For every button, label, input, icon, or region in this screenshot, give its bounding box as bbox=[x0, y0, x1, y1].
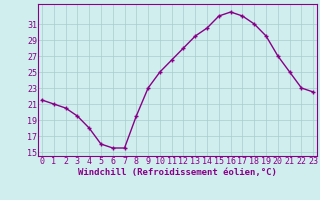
X-axis label: Windchill (Refroidissement éolien,°C): Windchill (Refroidissement éolien,°C) bbox=[78, 168, 277, 177]
